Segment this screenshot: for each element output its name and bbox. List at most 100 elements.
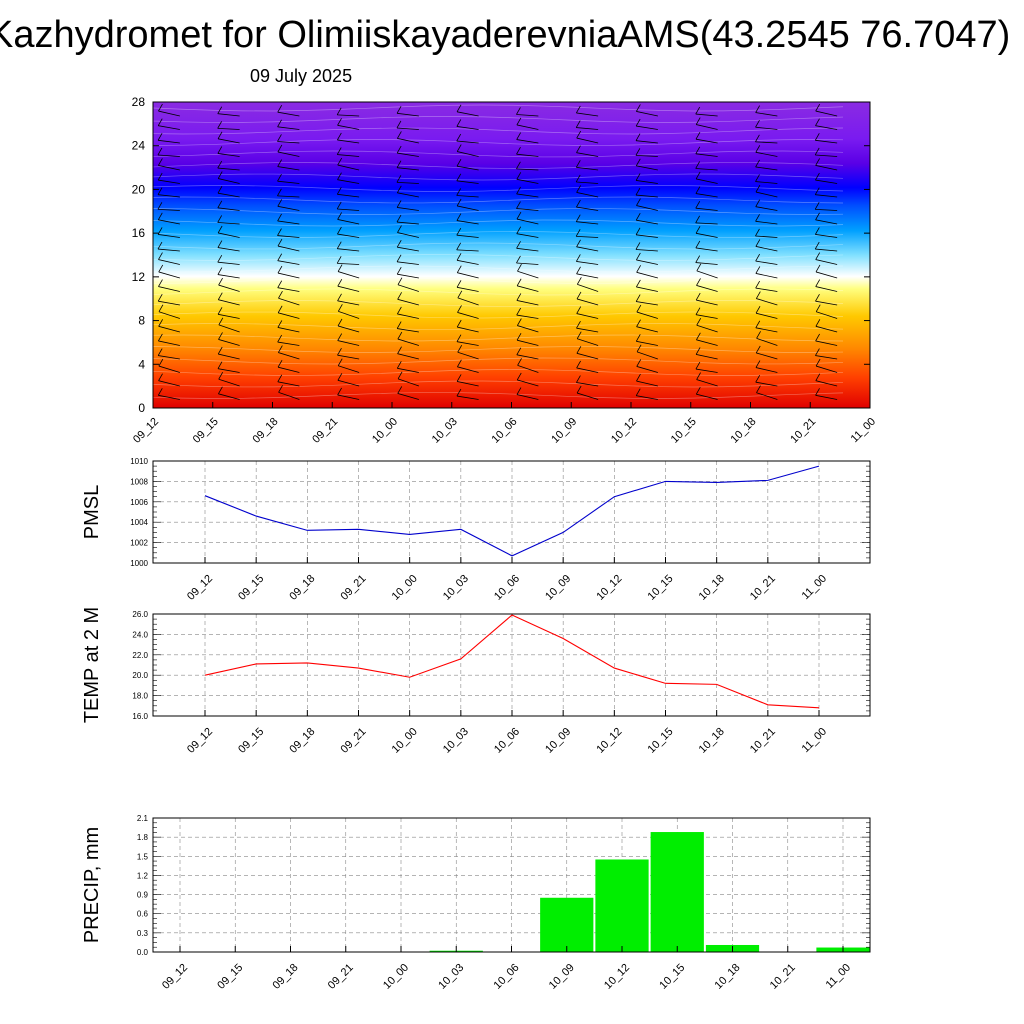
wind-barb <box>158 325 180 333</box>
wind-barb <box>337 354 360 360</box>
wind-barb <box>457 205 479 211</box>
wind-barb <box>696 299 718 306</box>
wind-barb <box>217 127 240 130</box>
wind-barb <box>397 232 419 238</box>
wind-barb-feather <box>516 332 522 341</box>
wind-barb <box>456 180 479 184</box>
wind-barb-feather <box>277 280 283 288</box>
wind-barb-feather <box>516 107 521 115</box>
wind-barb <box>516 314 539 319</box>
wind-barb-feather <box>336 187 342 195</box>
wind-barb <box>815 179 838 184</box>
wind-barb-feather <box>576 277 582 285</box>
wind-barb <box>815 325 838 333</box>
wind-barb-feather <box>695 131 701 140</box>
wind-barb <box>337 379 360 387</box>
x-tick-label: 09_18 <box>271 962 301 992</box>
wind-barb-feather <box>277 238 283 247</box>
wind-barb <box>755 260 778 265</box>
wind-barb <box>815 194 838 198</box>
wind-barb-feather <box>456 104 462 113</box>
wind-barb-feather <box>695 361 701 370</box>
wind-barb-feather <box>157 293 163 302</box>
wind-barb-feather <box>814 147 820 156</box>
wind-barb <box>218 299 240 306</box>
x-tick-label: 10_15 <box>646 573 676 603</box>
wind-barb-feather <box>815 373 821 381</box>
wind-barb-feather <box>695 106 701 115</box>
wind-barb-feather <box>396 185 402 194</box>
x-tick-label: 09_12 <box>160 962 190 992</box>
wind-barb-feather <box>815 103 821 112</box>
y-tick-label: 1010 <box>130 457 148 466</box>
chart-date: 09 July 2025 <box>250 66 353 86</box>
wind-barb <box>815 271 838 279</box>
wind-barb <box>696 379 718 387</box>
wind-barb-feather <box>277 374 283 383</box>
wind-barb <box>456 195 479 198</box>
wind-barb-feather <box>876 387 880 394</box>
wind-barb-feather <box>755 199 761 207</box>
wind-barb-feather <box>516 255 521 264</box>
wind-barb-feather <box>695 386 701 395</box>
wind-barb <box>217 138 240 144</box>
wind-barb-feather <box>277 265 283 274</box>
wind-barb <box>516 178 539 184</box>
wind-barb-feather <box>696 332 701 341</box>
wind-barb <box>277 180 300 184</box>
wind-barb-feather <box>635 388 641 396</box>
wind-barb <box>217 368 240 373</box>
wind-barb-feather <box>277 144 283 153</box>
wind-barb <box>457 381 479 387</box>
wind-barb <box>756 392 778 400</box>
wind-barb <box>337 124 360 130</box>
wind-barb <box>576 127 599 130</box>
wind-barb-feather <box>397 386 403 394</box>
wind-barb-feather <box>516 226 522 234</box>
x-tick-label: 10_09 <box>547 962 577 992</box>
wind-barb <box>576 112 599 117</box>
wind-barb-feather <box>277 159 283 167</box>
wind-barb <box>875 139 897 143</box>
wind-barb-feather <box>576 199 581 208</box>
wind-barb <box>517 325 539 333</box>
wind-barb-feather <box>218 332 223 340</box>
wind-barb <box>875 248 897 251</box>
wind-barb <box>337 394 360 400</box>
wind-barb-feather <box>217 185 223 194</box>
wind-barb-feather <box>635 227 641 236</box>
wind-barb <box>576 327 599 333</box>
wind-barb <box>396 181 419 184</box>
x-tick-label: 09_12 <box>185 726 215 756</box>
wind-barb <box>875 193 897 197</box>
wind-barb-feather <box>636 265 641 273</box>
wind-barb-feather <box>696 263 702 272</box>
wind-barb <box>277 220 300 225</box>
wind-barb-feather <box>456 242 462 251</box>
wind-barb <box>396 167 419 171</box>
wind-barb <box>755 220 778 225</box>
wind-barb-feather <box>456 253 462 261</box>
wind-barb <box>157 154 180 157</box>
wind-barb-feather <box>875 146 879 153</box>
wind-barb <box>456 234 479 238</box>
wind-barb <box>397 273 419 279</box>
grid <box>153 460 870 564</box>
wind-barb <box>636 395 658 400</box>
wind-barb-feather <box>576 291 582 300</box>
wind-barb-feather <box>576 331 582 339</box>
wind-barb <box>457 351 479 360</box>
wind-barb <box>217 261 240 265</box>
contour-line <box>153 242 844 250</box>
wind-barb-feather <box>696 372 701 380</box>
contour-line <box>153 208 844 215</box>
x-tick-label: 10_03 <box>430 416 460 446</box>
wind-barb <box>576 221 599 225</box>
wind-barb <box>456 395 479 400</box>
wind-barb-feather <box>636 104 641 112</box>
wind-barb-feather <box>337 132 342 141</box>
wind-barb <box>815 234 838 238</box>
wind-barb-feather <box>337 212 342 220</box>
wind-barb-feather <box>635 118 641 127</box>
wind-barb <box>756 337 778 346</box>
